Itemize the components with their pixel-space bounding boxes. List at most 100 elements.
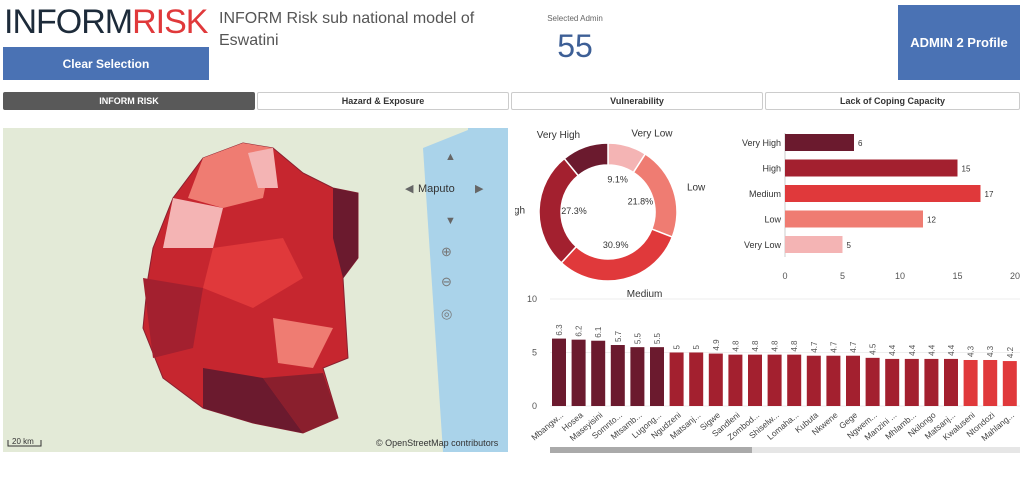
bar xyxy=(924,358,939,406)
bar-value-label: 17 xyxy=(985,190,994,199)
bar-value-label: 5.5 xyxy=(633,332,642,344)
tab-vulnerability[interactable]: Vulnerability xyxy=(511,92,763,110)
donut-percent-label: 21.8% xyxy=(628,196,654,206)
donut-slice xyxy=(632,152,678,239)
tab-hazard-exposure[interactable]: Hazard & Exposure xyxy=(257,92,509,110)
bar xyxy=(826,355,841,406)
pan-right-icon[interactable]: ▶ xyxy=(475,183,484,195)
bar xyxy=(552,338,566,406)
bar-value-label: 4.8 xyxy=(731,340,740,352)
city-label: Maputo xyxy=(418,183,455,195)
tab-lack-of-coping-capacity[interactable]: Lack of Coping Capacity xyxy=(765,92,1020,110)
bar xyxy=(748,354,762,406)
bar xyxy=(787,354,802,406)
pan-up-icon[interactable]: ▲ xyxy=(445,151,456,163)
x-tick-label: 5 xyxy=(840,271,845,281)
bar-value-label: 4.4 xyxy=(947,344,956,356)
x-tick-label: 15 xyxy=(952,271,962,281)
region-west[interactable] xyxy=(143,278,203,358)
bar xyxy=(630,347,645,406)
selected-admin-label: Selected Admin xyxy=(547,14,603,23)
region-central[interactable] xyxy=(203,238,303,308)
bar-value-label: 4.4 xyxy=(927,344,936,356)
bar-value-label: 4.4 xyxy=(908,344,917,356)
pan-left-icon[interactable]: ◀ xyxy=(405,183,414,195)
clear-selection-button[interactable]: Clear Selection xyxy=(3,47,209,80)
zoom-in-icon[interactable]: ⊕ xyxy=(441,244,452,259)
admin-risk-bar-chart[interactable]: 05106.3Mbangw...6.2Hosea6.1Maseyisini5.7… xyxy=(527,294,1020,443)
donut-category-label: Very High xyxy=(537,130,580,141)
bar xyxy=(983,359,998,406)
scrollbar-track[interactable] xyxy=(550,447,1020,453)
bar-value-label: 4.4 xyxy=(888,344,897,356)
bar-value-label: 4.7 xyxy=(849,341,858,353)
donut-category-label: Very Low xyxy=(631,128,673,139)
scrollbar-thumb[interactable] xyxy=(550,447,752,453)
bar-value-label: 6.2 xyxy=(575,325,584,337)
bar xyxy=(728,354,743,406)
bar xyxy=(669,352,684,406)
risk-class-bar-chart[interactable]: 0 5 10 15 20 Very High 6 High 15 Medium 17 Low 12 Ver… xyxy=(742,133,1020,281)
bar-value-label: 6 xyxy=(858,139,863,148)
bar xyxy=(785,159,958,177)
bar-category-label: Very High xyxy=(742,138,781,148)
selected-admin-value: 55 xyxy=(557,28,593,64)
bar xyxy=(610,345,625,406)
bar xyxy=(885,358,900,406)
bar xyxy=(944,358,958,406)
region-north-2[interactable] xyxy=(248,148,278,188)
zoom-out-icon[interactable]: ⊖ xyxy=(441,274,452,289)
bar xyxy=(1002,361,1017,406)
bar-value-label: 5 xyxy=(847,241,852,250)
pan-down-icon[interactable]: ▼ xyxy=(445,215,456,227)
donut-category-label: Low xyxy=(687,182,706,193)
y-tick-label: 0 xyxy=(532,401,537,411)
bar xyxy=(785,236,843,253)
bar xyxy=(571,339,586,406)
bar-value-label: 4.5 xyxy=(869,343,878,355)
bar xyxy=(708,353,723,406)
region-south-central[interactable] xyxy=(273,318,333,368)
bar-value-label: 12 xyxy=(927,216,936,225)
donut-percent-label: 9.1% xyxy=(607,174,628,184)
locate-icon[interactable]: ◎ xyxy=(441,306,452,321)
donut-slice xyxy=(563,142,609,177)
donut-category-label: Medium xyxy=(627,289,663,300)
region-southeast[interactable] xyxy=(263,373,338,433)
bar-value-label: 5.7 xyxy=(614,330,623,342)
inform-risk-logo: INFORMRISK xyxy=(4,3,208,41)
bar-value-label: 4.7 xyxy=(829,341,838,353)
page-title: INFORM Risk sub national model of Eswati… xyxy=(219,10,475,49)
bar-value-label: 5 xyxy=(692,345,701,350)
sea-bay xyxy=(423,128,473,452)
bar xyxy=(785,210,923,228)
bar-value-label: 4.3 xyxy=(967,345,976,357)
bar xyxy=(846,355,860,406)
bar xyxy=(865,357,880,406)
tab-inform-risk[interactable]: INFORM RISK xyxy=(3,92,255,110)
bar-value-label: 6.3 xyxy=(555,324,564,336)
x-tick-label: 20 xyxy=(1010,271,1020,281)
bar xyxy=(689,352,704,406)
y-tick-label: 5 xyxy=(532,348,537,358)
donut-slice xyxy=(560,228,674,282)
scale-label: 20 km xyxy=(12,437,34,446)
bar-category-label: Low xyxy=(764,215,781,225)
bar xyxy=(785,134,854,151)
bar xyxy=(806,355,821,406)
map-attribution[interactable]: © OpenStreetMap contributors xyxy=(376,438,499,448)
region-northwest[interactable] xyxy=(163,198,223,248)
bar-category-label: High xyxy=(762,164,781,174)
bar-value-label: 5 xyxy=(673,345,682,350)
risk-map[interactable]: Maputo ▲ ▼ ◀ ▶ ⊕ ⊖ ◎ 20 km © OpenStreetM… xyxy=(3,128,508,452)
bar-value-label: 4.3 xyxy=(986,345,995,357)
admin2-profile-button[interactable]: ADMIN 2 Profile xyxy=(898,5,1020,80)
bar-value-label: 4.8 xyxy=(751,340,760,352)
x-tick-label: 10 xyxy=(895,271,905,281)
risk-class-donut[interactable]: 9.1% Very Low 21.8% Low 30.9% Medium 27.3% High… xyxy=(515,128,706,299)
region-south[interactable] xyxy=(203,368,303,433)
bar-category-label: Medium xyxy=(749,189,781,199)
region-east[interactable] xyxy=(333,188,358,278)
bar-value-label: 4.2 xyxy=(1006,346,1015,358)
donut-percent-label: 30.9% xyxy=(603,240,629,250)
